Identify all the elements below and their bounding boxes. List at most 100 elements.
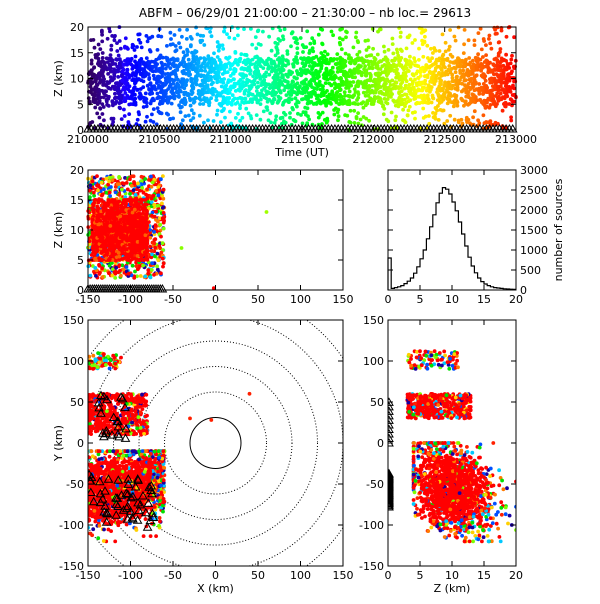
source-point [100, 193, 104, 198]
source-point [496, 97, 501, 101]
source-point [339, 79, 344, 84]
source-point [302, 81, 307, 86]
source-point [506, 72, 510, 77]
x-height-points [83, 174, 269, 293]
source-point [472, 43, 477, 47]
source-point [290, 30, 295, 34]
source-point [422, 69, 426, 74]
source-point [256, 72, 261, 76]
source-point [268, 111, 273, 116]
source-point [238, 72, 243, 76]
source-point [475, 98, 480, 103]
source-point [373, 57, 378, 62]
source-point [128, 192, 132, 196]
source-point [89, 90, 93, 95]
source-point [305, 106, 310, 111]
source-point [225, 100, 230, 105]
source-point [217, 43, 222, 47]
source-point [161, 220, 166, 225]
source-point [352, 101, 357, 105]
source-point [131, 64, 135, 68]
source-point [476, 31, 481, 35]
source-point [113, 86, 118, 90]
source-point [284, 93, 289, 97]
source-point [278, 70, 283, 75]
source-point [361, 100, 366, 104]
source-point [456, 56, 460, 61]
source-point [355, 98, 359, 102]
source-point [484, 99, 489, 104]
source-point [145, 114, 149, 119]
source-point [150, 34, 155, 39]
source-point [198, 56, 203, 60]
source-point [287, 69, 292, 73]
source-point [267, 34, 271, 39]
source-point [422, 93, 426, 98]
source-point [315, 70, 320, 75]
source-point [284, 72, 288, 77]
source-point [253, 35, 258, 39]
source-point [424, 88, 429, 93]
source-point [281, 102, 285, 107]
source-point [182, 68, 186, 73]
source-point [365, 89, 370, 94]
source-point [394, 75, 398, 80]
source-point [477, 88, 482, 93]
source-point [344, 29, 348, 34]
source-point [435, 90, 439, 94]
source-point [148, 81, 153, 86]
source-point [505, 80, 509, 85]
source-point [274, 45, 279, 50]
source-point [267, 72, 272, 77]
source-point [153, 245, 158, 250]
source-point [416, 76, 421, 80]
source-point [368, 96, 373, 101]
source-point [383, 87, 388, 91]
source-point [161, 187, 166, 192]
source-point [232, 67, 236, 72]
source-point [265, 62, 270, 67]
source-point [117, 192, 122, 197]
source-point [385, 78, 390, 82]
source-point [451, 104, 456, 109]
source-point [344, 78, 349, 83]
source-point [407, 59, 412, 63]
source-point [155, 267, 160, 272]
source-point [323, 90, 327, 95]
source-point [400, 93, 404, 98]
source-point [256, 85, 260, 89]
source-point [344, 35, 348, 40]
source-point [454, 98, 458, 103]
source-point [322, 54, 327, 59]
source-point [133, 54, 138, 59]
source-point [169, 101, 174, 106]
source-point [116, 75, 121, 79]
source-point [105, 60, 110, 64]
source-point [373, 82, 378, 87]
source-point [448, 28, 452, 32]
source-point [498, 84, 503, 89]
source-point [429, 71, 433, 75]
source-point [195, 71, 200, 75]
source-point [368, 78, 373, 83]
source-point [239, 96, 244, 101]
source-point [202, 59, 207, 64]
source-point [406, 108, 411, 113]
source-point [132, 180, 136, 184]
source-point [501, 72, 506, 77]
source-point [228, 67, 233, 71]
source-point [248, 97, 253, 102]
source-point [329, 71, 334, 76]
source-point [185, 27, 190, 32]
source-point [143, 72, 148, 77]
source-point [429, 46, 433, 51]
source-point [230, 93, 235, 98]
source-point [147, 61, 152, 66]
source-point [330, 65, 335, 70]
source-point [283, 112, 288, 117]
source-point [247, 59, 251, 63]
source-point [189, 108, 194, 113]
source-point [331, 33, 335, 38]
source-point [308, 92, 313, 97]
source-point [189, 77, 194, 82]
